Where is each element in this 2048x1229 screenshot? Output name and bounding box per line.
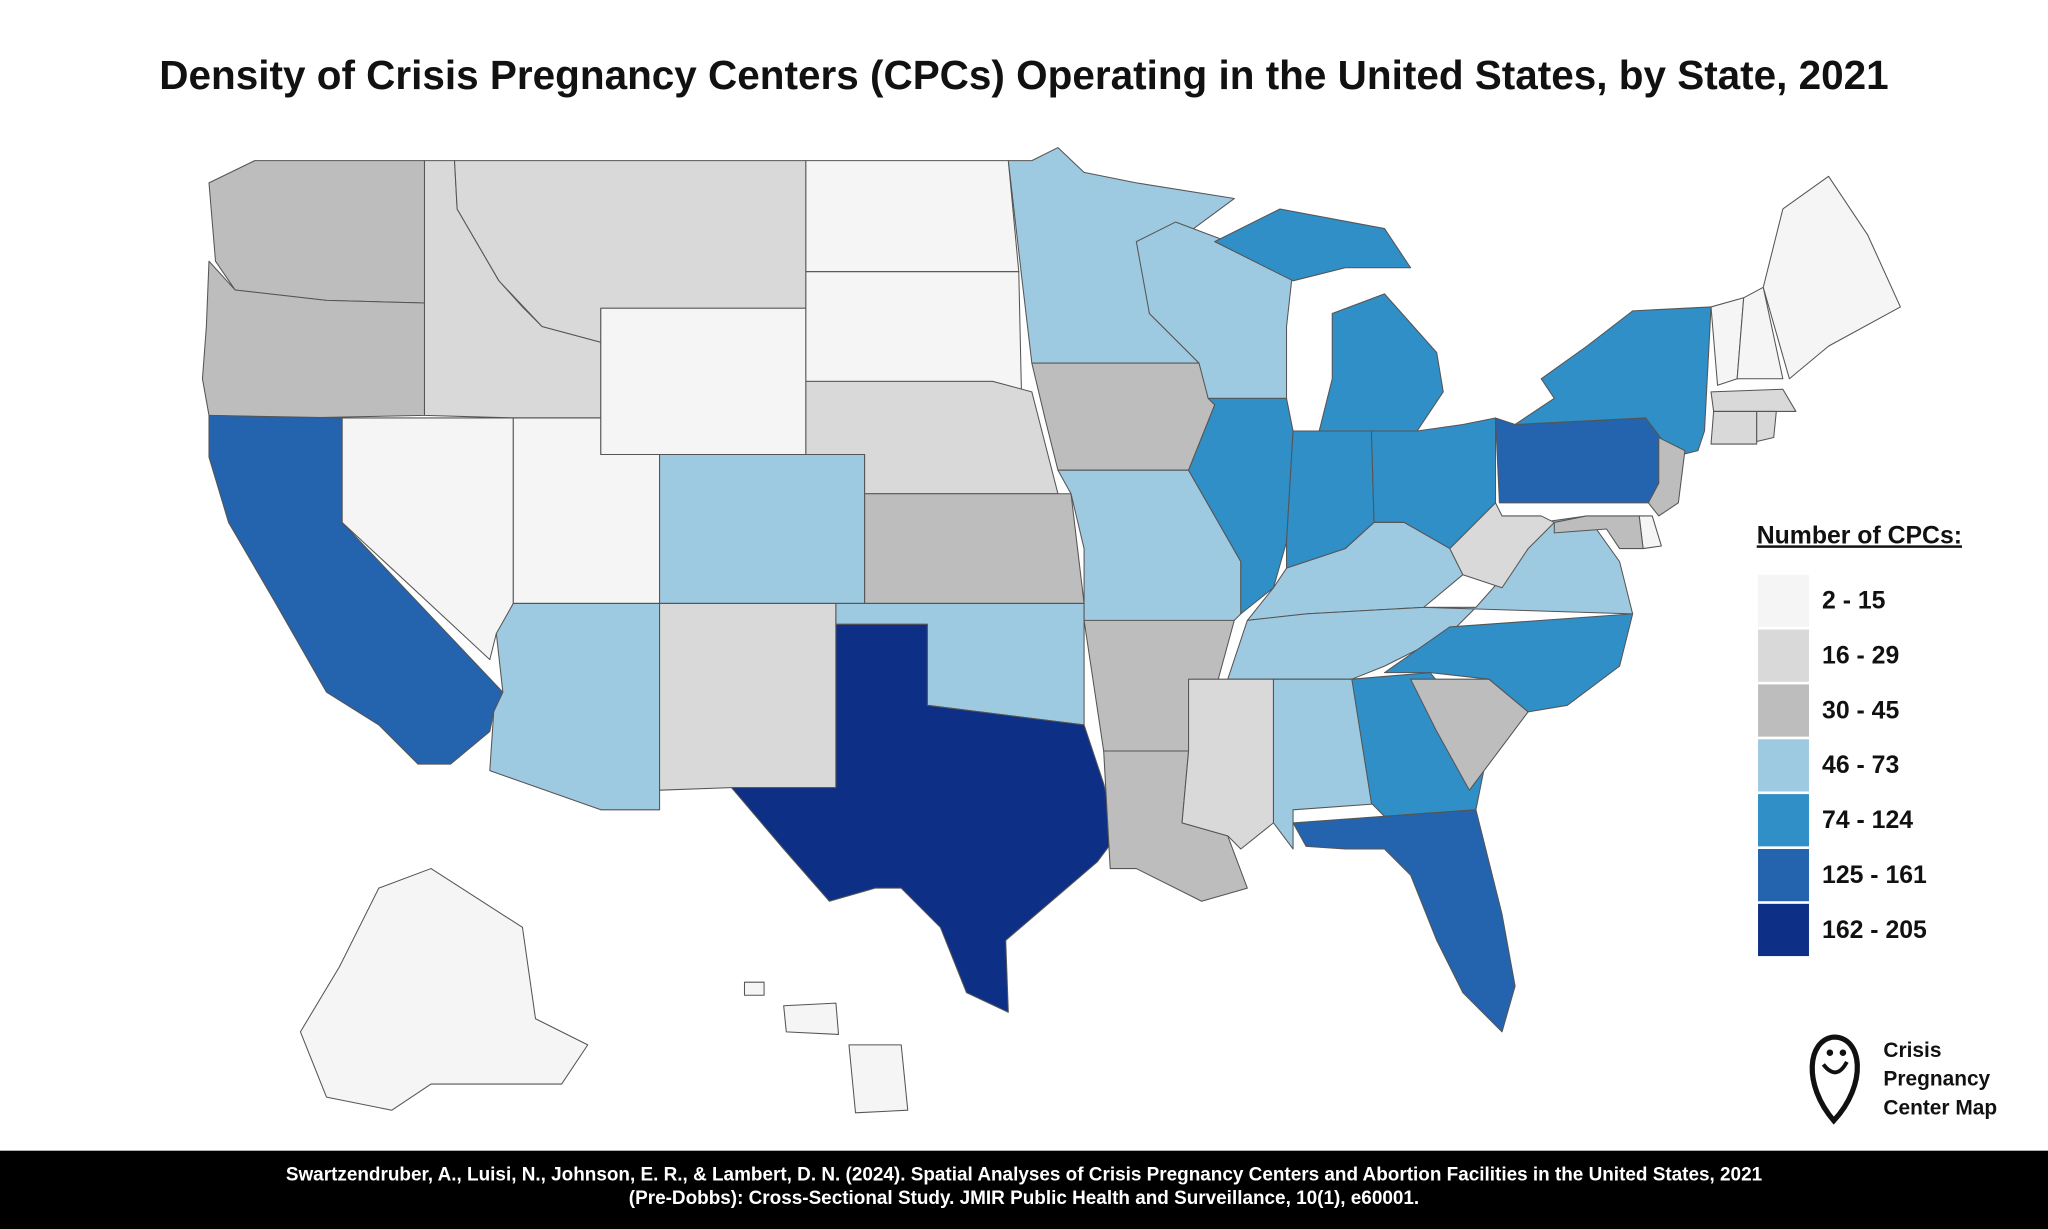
state [1031, 362, 1216, 471]
state [600, 307, 807, 456]
state [201, 260, 426, 419]
legend-swatch [1758, 684, 1809, 737]
state [1410, 678, 1529, 791]
state [208, 414, 504, 765]
legend-label: 30 - 45 [1822, 697, 1899, 724]
state [743, 981, 909, 1114]
legend-swatch [1758, 903, 1809, 957]
state [1188, 397, 1294, 615]
state [208, 160, 426, 304]
pin-icon [1809, 1034, 1860, 1125]
states [201, 147, 1901, 1114]
state [659, 602, 837, 791]
state [659, 454, 866, 604]
legend-swatch [1758, 794, 1809, 847]
state [1292, 809, 1516, 1033]
state [1553, 515, 1644, 550]
state [1762, 175, 1901, 380]
state [1181, 678, 1274, 850]
state [489, 602, 661, 811]
map-title: Density of Crisis Pregnancy Centers (CPC… [159, 52, 1888, 98]
legend-label: 125 - 161 [1822, 862, 1927, 889]
pin-smile [1821, 1060, 1849, 1075]
state [805, 271, 1022, 390]
legend-label: 46 - 73 [1822, 752, 1899, 779]
state [864, 493, 1085, 604]
citation-line: Swartzendruber, A., Luisi, N., Johnson, … [286, 1165, 1762, 1186]
state [1423, 515, 1634, 615]
legend-swatch [1758, 739, 1809, 792]
brand-line: Center Map [1883, 1096, 1997, 1119]
legend-label: 16 - 29 [1822, 643, 1899, 670]
legend-label: 74 - 124 [1822, 807, 1913, 834]
state [1736, 286, 1784, 380]
citation-line: (Pre-Dobbs): Cross-Sectional Study. JMIR… [629, 1188, 1419, 1209]
legend-swatch [1758, 848, 1809, 902]
legend-swatch [1758, 574, 1809, 627]
state [1214, 208, 1444, 432]
state [1494, 417, 1666, 504]
legend-title: Number of CPCs: [1757, 522, 1962, 549]
state [299, 868, 589, 1111]
legend-label: 2 - 15 [1822, 588, 1886, 615]
state [1756, 410, 1777, 442]
footer-bar [0, 1150, 2048, 1229]
state [1383, 613, 1634, 713]
state [1647, 437, 1686, 517]
legend-label: 162 - 205 [1822, 917, 1927, 944]
state [730, 623, 1118, 1013]
pin-dot [1839, 1049, 1847, 1056]
brand-line: Crisis [1883, 1039, 1941, 1062]
state [805, 160, 1020, 273]
brand-logo: Crisis Pregnancy Center Map [1809, 1034, 1997, 1125]
canvas: Density of Crisis Pregnancy Centers (CPC… [0, 52, 2048, 1229]
state [1710, 410, 1758, 445]
brand-line: Pregnancy [1883, 1068, 1990, 1091]
state [1710, 388, 1797, 412]
legend: 2 - 15 16 - 29 30 - 45 46 - 73 74 - 124 125 -… [1758, 574, 1927, 957]
pin-dot [1826, 1049, 1834, 1056]
legend-swatch [1758, 629, 1809, 682]
